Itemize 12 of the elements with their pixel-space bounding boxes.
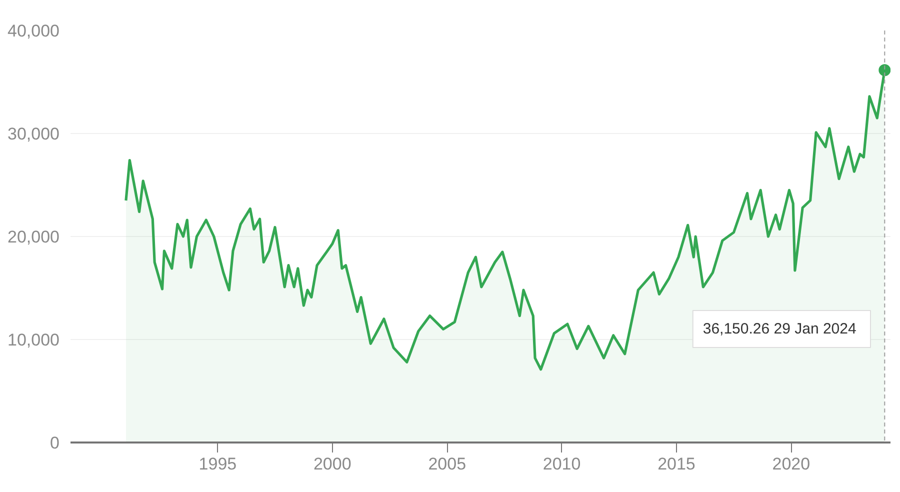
x-tick-label: 2000 — [313, 454, 352, 474]
x-tick-label: 2010 — [542, 454, 581, 474]
x-tick-label: 2005 — [428, 454, 466, 474]
y-tick-label: 40,000 — [8, 22, 60, 40]
x-tick-label: 2015 — [658, 454, 696, 474]
x-tick-label: 2020 — [772, 454, 810, 474]
y-tick-label: 0 — [50, 434, 60, 452]
annotation: 36,150.26 29 Jan 2024 — [702, 320, 856, 338]
y-tick-label: 10,000 — [8, 330, 60, 350]
x-tick-label: 1995 — [198, 454, 237, 474]
y-tick-label: 30,000 — [8, 124, 60, 144]
y-tick-label: 20,000 — [8, 228, 60, 246]
